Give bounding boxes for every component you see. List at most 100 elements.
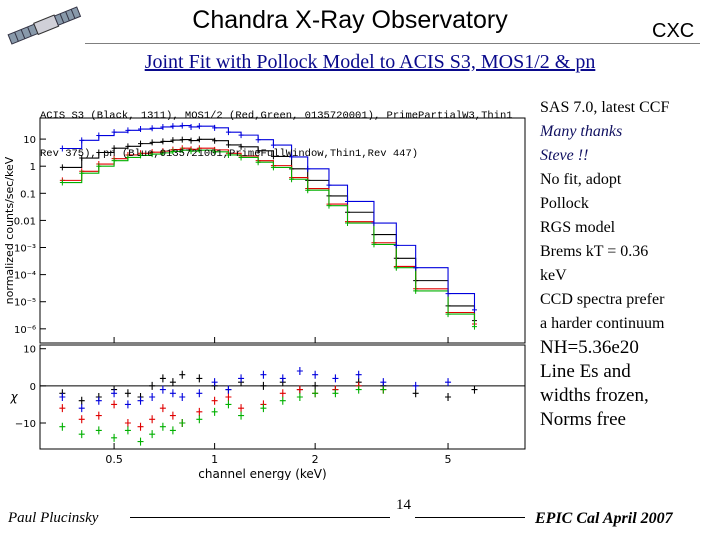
data-point [445, 311, 451, 318]
data-point [225, 151, 231, 158]
y-tick-label: 10 [23, 345, 36, 356]
data-point [59, 179, 65, 186]
residual-point [179, 393, 186, 401]
residual-point [312, 381, 319, 390]
note-line: Many thanks [540, 123, 623, 140]
data-point [111, 129, 117, 136]
data-point [238, 143, 244, 150]
page-title: Chandra X-Ray Observatory [192, 6, 508, 34]
residual-point [211, 396, 218, 405]
y-tick-label: 10⁻⁵ [14, 298, 36, 309]
residual-point [211, 407, 218, 416]
residual-point [225, 385, 232, 394]
data-point [170, 148, 176, 155]
residual-frame [39, 344, 526, 450]
residual-point [95, 396, 102, 405]
residual-point [238, 374, 245, 383]
notes-panel: SAS 7.0, latest CCF Many thanks Steve !! No… [540, 96, 718, 432]
data-point [371, 220, 377, 227]
x-tick-label: 0.5 [105, 453, 123, 466]
residual-point [279, 389, 286, 398]
data-point [160, 138, 166, 145]
residual-point [332, 374, 339, 383]
x-tick-label: 2 [312, 453, 319, 466]
data-point [471, 323, 477, 330]
data-point [179, 136, 185, 143]
data-point [149, 151, 155, 158]
note-line: Steve !! [540, 147, 589, 164]
data-point [138, 152, 144, 159]
data-point [59, 164, 65, 171]
residual-point [169, 426, 176, 435]
data-point [225, 129, 231, 136]
footer-divider-right [415, 517, 525, 518]
data-point [393, 264, 399, 271]
y-axis-label: χ [9, 390, 18, 404]
residual-point [169, 389, 176, 398]
plot-caption-line-1: ACIS S3 (Black, 1311), MOS1/2 (Red,Green… [40, 110, 513, 122]
residual-point [111, 389, 118, 398]
satellite-logo [7, 6, 82, 45]
note-line: NH=5.36e20 [540, 337, 639, 358]
residual-point [225, 393, 232, 401]
data-point [212, 137, 218, 144]
note-line: keV [540, 267, 567, 284]
residual-point [78, 404, 85, 413]
data-point [471, 306, 477, 313]
residual-point [196, 389, 203, 398]
data-point [111, 145, 117, 152]
residual-point [355, 385, 362, 394]
residual-point [59, 393, 66, 401]
residual-point [78, 415, 85, 424]
y-tick-label: 0.01 [14, 216, 36, 227]
data-point [79, 137, 85, 144]
data-point [96, 163, 102, 170]
y-tick-label: 0 [30, 382, 36, 393]
residual-point [111, 433, 118, 442]
data-point [212, 148, 218, 155]
residual-point [445, 393, 452, 401]
data-point [270, 164, 276, 171]
residual-point [260, 404, 267, 413]
x-tick-label: 5 [445, 453, 452, 466]
data-point [125, 127, 131, 134]
data-point [238, 132, 244, 139]
data-point [225, 141, 231, 148]
residual-point [225, 400, 232, 409]
y-tick-label: 10⁻³ [14, 244, 36, 255]
x-axis-label: channel energy (keV) [198, 467, 326, 480]
residual-point [169, 411, 176, 420]
residual-point [95, 411, 102, 420]
data-point [238, 154, 244, 161]
slide-subtitle: Joint Fit with Pollock Model to ACIS S3,… [144, 51, 596, 73]
residual-point [137, 437, 144, 446]
data-point [345, 198, 351, 205]
y-tick-label: 10⁻⁶ [14, 325, 36, 336]
data-point [79, 170, 85, 177]
residual-point [78, 430, 85, 439]
data-point [196, 147, 202, 154]
note-line: Line Es and [540, 361, 631, 382]
residual-point [59, 404, 66, 413]
residual-point [296, 367, 303, 375]
residual-point [169, 378, 176, 387]
residual-point [149, 393, 156, 401]
data-point [305, 165, 311, 172]
footer-divider-left [130, 517, 390, 518]
header-tag: CXC [652, 20, 695, 42]
residual-point [445, 378, 452, 387]
data-point [326, 202, 332, 209]
residual-point [312, 370, 319, 379]
data-point [59, 145, 65, 152]
data-point [188, 148, 194, 155]
y-tick-label: 1 [30, 162, 36, 173]
spectrum-frame [39, 117, 526, 344]
data-point [125, 154, 131, 161]
residual-point [137, 396, 144, 405]
data-point [79, 155, 85, 162]
residual-point [59, 422, 66, 431]
data-point [345, 220, 351, 227]
data-point [188, 137, 194, 144]
data-point [413, 264, 419, 271]
data-point [289, 176, 295, 183]
